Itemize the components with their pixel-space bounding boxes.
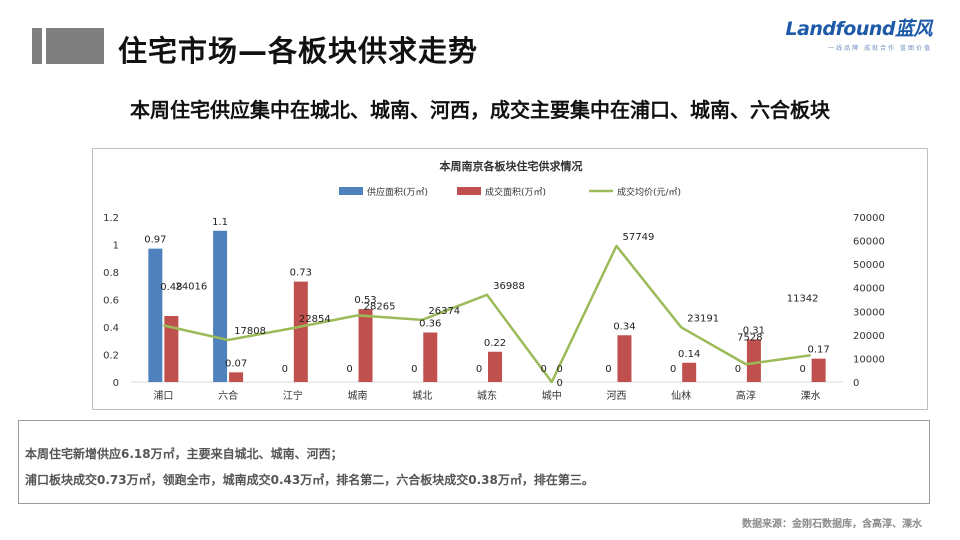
data-label-price: 26374 bbox=[428, 306, 460, 317]
data-label-price: 7528 bbox=[737, 332, 762, 343]
legend-label: 成交面积(万㎡) bbox=[485, 186, 546, 198]
logo-tagline: 一线品牌 成就合作 蓝图价值 bbox=[828, 45, 932, 52]
y-right-tick: 40000 bbox=[853, 284, 885, 295]
data-label-deal: 0.17 bbox=[808, 345, 830, 356]
header-decor-block bbox=[32, 28, 104, 64]
data-label-deal: 0.14 bbox=[678, 349, 700, 360]
data-label-price: 57749 bbox=[623, 232, 655, 243]
y-right-tick: 20000 bbox=[853, 331, 885, 342]
bar-deal bbox=[423, 332, 438, 382]
bar-deal bbox=[164, 316, 179, 382]
y-left-tick: 0 bbox=[113, 378, 119, 389]
data-label-price: 11342 bbox=[787, 293, 819, 304]
bar-deal bbox=[229, 372, 244, 382]
y-right-tick: 30000 bbox=[853, 307, 885, 318]
data-label-deal: 0.73 bbox=[290, 268, 312, 279]
data-label-price: 17808 bbox=[234, 326, 266, 337]
data-label-price: 0 bbox=[557, 378, 563, 389]
x-tick-label: 城东 bbox=[477, 389, 497, 402]
y-left-tick: 0.6 bbox=[103, 296, 119, 307]
y-left-tick: 0.8 bbox=[103, 268, 119, 279]
x-tick-label: 河西 bbox=[606, 390, 626, 402]
legend-swatch-deal bbox=[457, 187, 481, 195]
x-tick-label: 六合 bbox=[218, 389, 238, 402]
logo: Landfound蓝风 一线品牌 成就合作 蓝图价值 bbox=[785, 14, 932, 52]
x-tick-label: 城北 bbox=[412, 390, 432, 402]
data-source: 数据来源：金刚石数据库，含高淳、溧水 bbox=[742, 519, 922, 530]
bar-deal bbox=[293, 281, 308, 382]
bar-deal bbox=[488, 351, 502, 382]
data-label-supply: 0.97 bbox=[144, 235, 166, 246]
data-label-price: 23191 bbox=[687, 313, 719, 324]
data-label-deal: 0.22 bbox=[484, 338, 506, 349]
data-label-price: 24016 bbox=[175, 281, 207, 292]
bar-deal bbox=[746, 339, 761, 382]
bar-deal bbox=[617, 335, 632, 382]
data-label-deal: 0.31 bbox=[743, 325, 765, 336]
bar-deal bbox=[682, 362, 697, 382]
data-label-supply: 0 bbox=[670, 364, 676, 375]
bar-deal bbox=[358, 309, 373, 382]
data-label-supply: 0 bbox=[282, 364, 288, 375]
x-tick-label: 城中 bbox=[542, 389, 562, 402]
data-label-supply: 0 bbox=[541, 364, 547, 375]
legend-label: 成交均价(元/㎡) bbox=[617, 186, 681, 198]
data-label-deal: 0.48 bbox=[160, 282, 182, 293]
x-tick-label: 溧水 bbox=[801, 389, 821, 402]
data-label-deal: 0 bbox=[557, 364, 563, 375]
header-decor-notch bbox=[42, 28, 46, 64]
y-right-tick: 60000 bbox=[853, 237, 885, 248]
x-tick-label: 仙林 bbox=[671, 389, 691, 402]
data-label-supply: 0 bbox=[799, 364, 805, 375]
chart-title: 本周南京各板块住宅供求情况 bbox=[440, 159, 583, 173]
chart-container: 本周南京各板块住宅供求情况 供应面积(万㎡) 成交面积(万㎡) 成交均价(元/㎡) 0 0… bbox=[92, 148, 928, 410]
y-left-tick: 0.4 bbox=[103, 323, 119, 334]
data-label-supply: 0 bbox=[735, 364, 741, 375]
data-label-price: 22854 bbox=[299, 314, 331, 325]
data-label-deal: 0.07 bbox=[225, 358, 247, 369]
data-label-supply: 1.1 bbox=[212, 217, 228, 228]
data-label-price: 36988 bbox=[493, 281, 525, 292]
y-right-tick: 10000 bbox=[853, 354, 885, 365]
y-right-tick: 70000 bbox=[853, 213, 885, 224]
data-label-deal: 0.34 bbox=[613, 321, 635, 332]
y-left-tick: 1 bbox=[113, 241, 119, 252]
x-tick-label: 江宁 bbox=[283, 389, 303, 402]
data-label-supply: 0 bbox=[605, 364, 611, 375]
bar-supply bbox=[213, 230, 228, 382]
y-left-tick: 1.2 bbox=[103, 213, 119, 224]
page-title: 住宅市场—各板块供求走势 bbox=[118, 34, 479, 68]
data-label-deal: 0.53 bbox=[354, 295, 376, 306]
y-right-tick: 50000 bbox=[853, 260, 885, 271]
logo-text: Landfound蓝风 bbox=[785, 18, 932, 40]
note-line-2: 浦口板块成交0.73万㎡，领跑全市，城南成交0.43万㎡，排名第二，六合板块成交… bbox=[25, 473, 594, 487]
x-tick-label: 高淳 bbox=[736, 389, 756, 402]
y-right-tick: 0 bbox=[853, 378, 859, 389]
x-tick-label: 浦口 bbox=[153, 389, 173, 402]
line-price bbox=[163, 244, 811, 384]
data-label-supply: 0 bbox=[346, 364, 352, 375]
subtitle: 本周住宅供应集中在城北、城南、河西，成交主要集中在浦口、城南、六合板块 bbox=[130, 98, 830, 122]
y-left-tick: 0.2 bbox=[103, 351, 119, 362]
note-line-1: 本周住宅新增供应6.18万㎡，主要来自城北、城南、河西； bbox=[25, 447, 343, 461]
legend-swatch-supply bbox=[339, 187, 363, 195]
data-label-price: 28265 bbox=[364, 301, 396, 312]
data-label-supply: 0 bbox=[411, 364, 417, 375]
x-tick-label: 城南 bbox=[348, 389, 368, 402]
bar-supply bbox=[148, 248, 163, 382]
data-label-supply: 0 bbox=[476, 364, 482, 375]
notes-box: 本周住宅新增供应6.18万㎡，主要来自城北、城南、河西； 浦口板块成交0.73万… bbox=[18, 420, 930, 504]
data-label-deal: 0.36 bbox=[419, 319, 441, 330]
bar-deal bbox=[811, 358, 826, 382]
legend-label: 供应面积(万㎡) bbox=[367, 186, 428, 198]
